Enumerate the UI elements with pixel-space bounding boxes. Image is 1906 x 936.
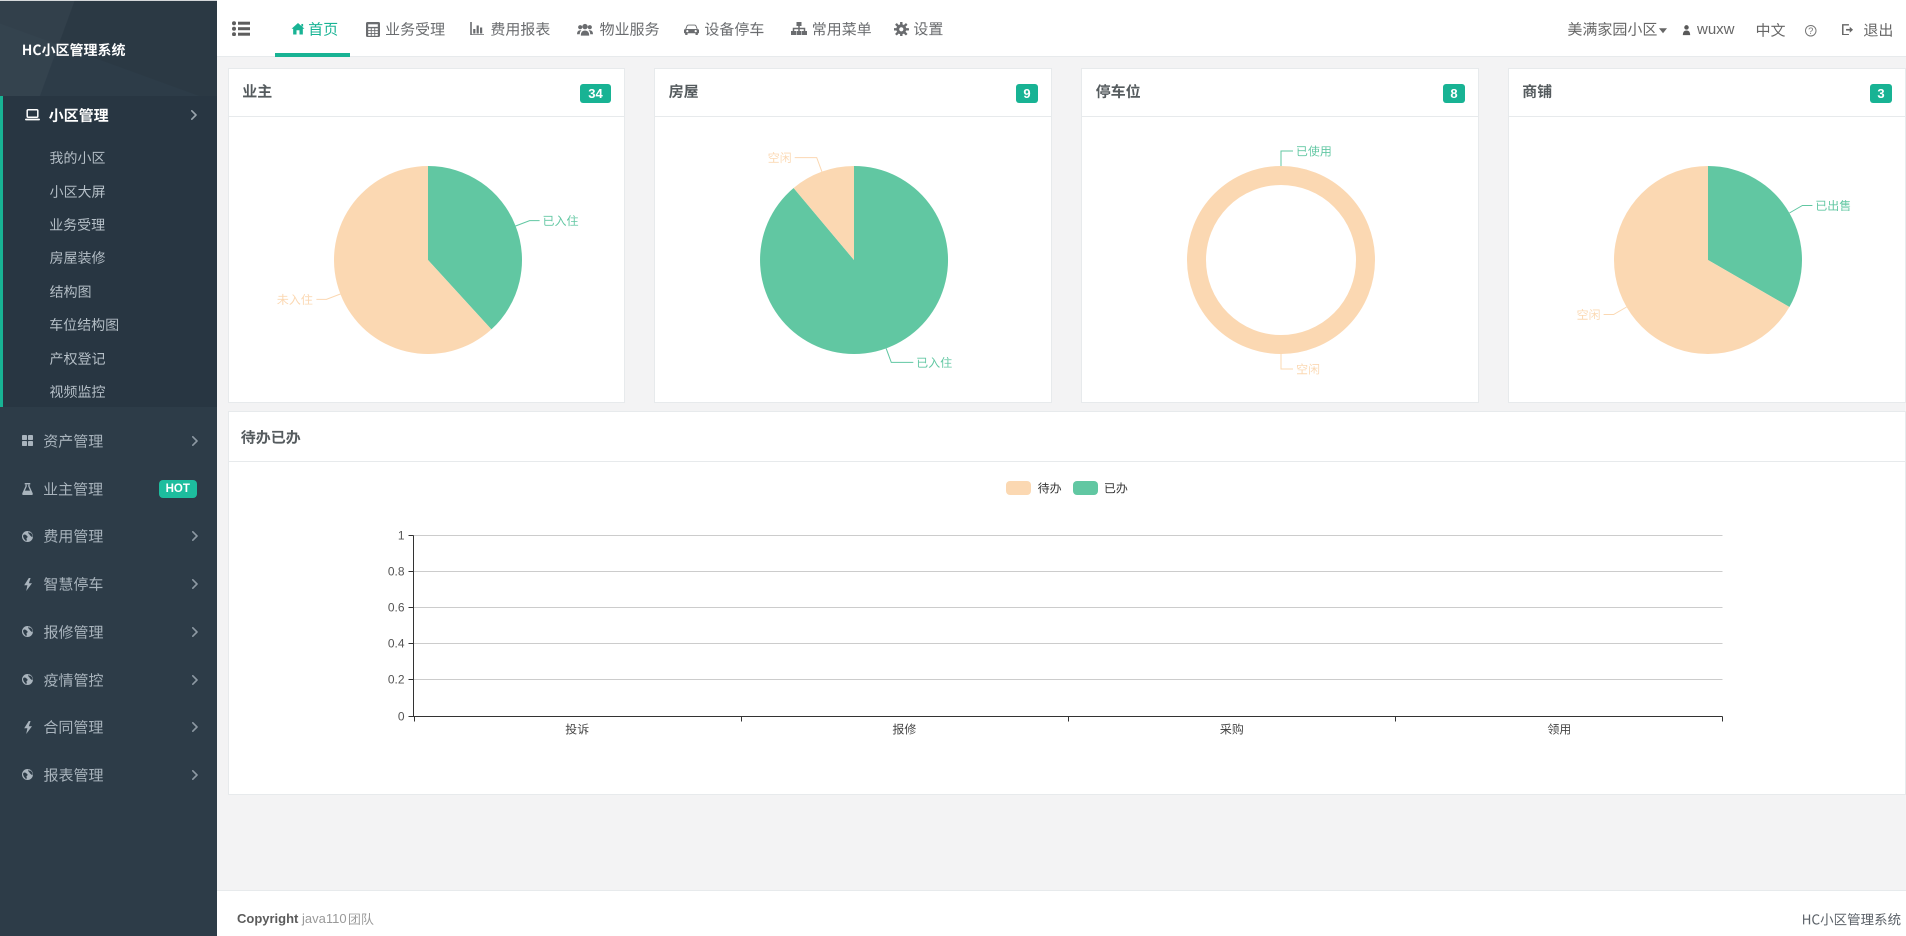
svg-text:1: 1 bbox=[398, 529, 405, 543]
svg-text:0.4: 0.4 bbox=[388, 637, 405, 651]
svg-text:?: ? bbox=[1808, 26, 1813, 36]
svg-text:0: 0 bbox=[398, 710, 405, 724]
svg-text:0.2: 0.2 bbox=[388, 673, 405, 687]
svg-text:0.8: 0.8 bbox=[388, 565, 405, 579]
svg-text:0.6: 0.6 bbox=[388, 601, 405, 615]
